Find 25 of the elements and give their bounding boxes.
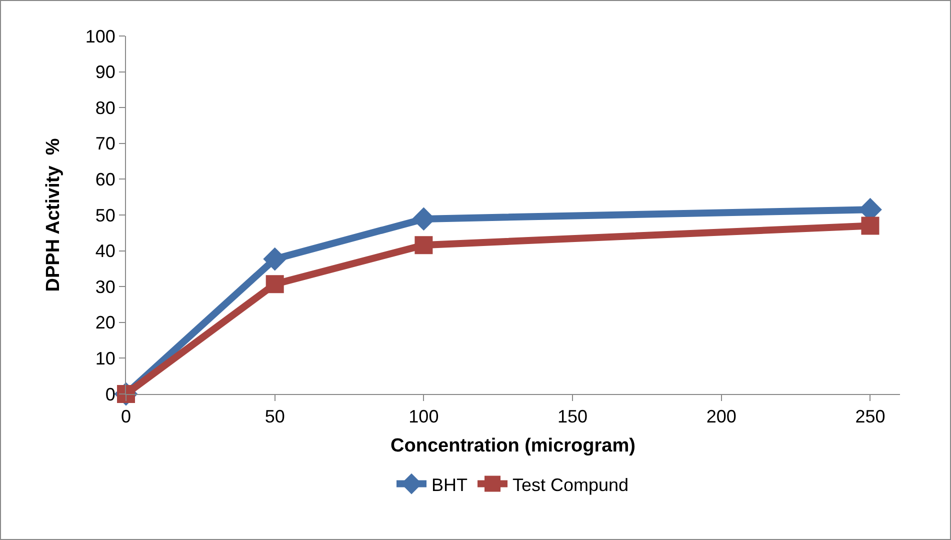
legend-label: Test Compund bbox=[512, 474, 629, 495]
x-tick-label: 200 bbox=[706, 406, 736, 427]
y-tick-label: 0 bbox=[105, 384, 116, 404]
x-tick-label: 0 bbox=[120, 406, 132, 427]
y-tick-label: 70 bbox=[95, 134, 116, 154]
point bbox=[263, 247, 287, 271]
point bbox=[861, 216, 880, 235]
x-tick-label: 100 bbox=[408, 406, 439, 427]
y-axis-title: DPPH Activity % bbox=[43, 138, 64, 292]
point bbox=[266, 275, 284, 294]
x-axis-title: Concentration (microgram) bbox=[390, 435, 636, 456]
legend-label: BHT bbox=[432, 474, 468, 495]
point bbox=[414, 236, 433, 254]
y-tick-label: 100 bbox=[85, 26, 116, 46]
y-tick-label: 90 bbox=[95, 62, 116, 82]
y-tick-label: 80 bbox=[95, 98, 116, 118]
x-tick-label: 150 bbox=[558, 406, 588, 427]
y-tick-label: 60 bbox=[95, 170, 116, 190]
y-tick-label: 50 bbox=[95, 205, 116, 226]
x-tick-label: 50 bbox=[264, 406, 285, 427]
x-tick-label: 250 bbox=[855, 406, 886, 427]
y-tick-label: 10 bbox=[95, 348, 116, 368]
y-tick-label: 40 bbox=[95, 241, 116, 262]
y-tick-label: 20 bbox=[95, 312, 116, 333]
y-tick-label: 30 bbox=[95, 276, 116, 297]
